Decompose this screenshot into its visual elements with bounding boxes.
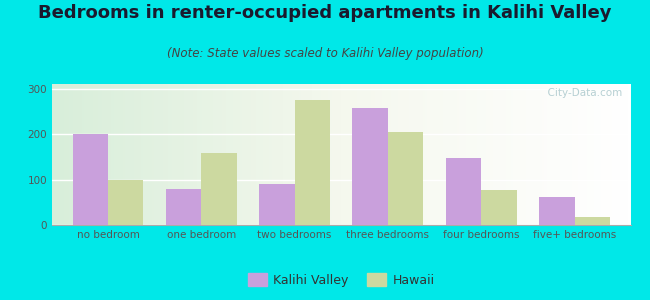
Bar <box>202 153 237 225</box>
Text: Bedrooms in renter-occupied apartments in Kalihi Valley: Bedrooms in renter-occupied apartments i… <box>38 4 612 22</box>
Bar <box>575 217 610 225</box>
Bar <box>481 190 517 225</box>
Bar <box>539 197 575 225</box>
Bar <box>352 108 388 225</box>
Bar <box>108 179 144 225</box>
Bar <box>259 184 294 225</box>
Bar <box>166 189 202 225</box>
Text: City-Data.com: City-Data.com <box>541 88 622 98</box>
Legend: Kalihi Valley, Hawaii: Kalihi Valley, Hawaii <box>243 268 439 292</box>
Bar <box>73 134 108 225</box>
Bar <box>388 132 423 225</box>
Bar <box>294 100 330 225</box>
Text: (Note: State values scaled to Kalihi Valley population): (Note: State values scaled to Kalihi Val… <box>166 46 484 59</box>
Bar <box>446 158 481 225</box>
